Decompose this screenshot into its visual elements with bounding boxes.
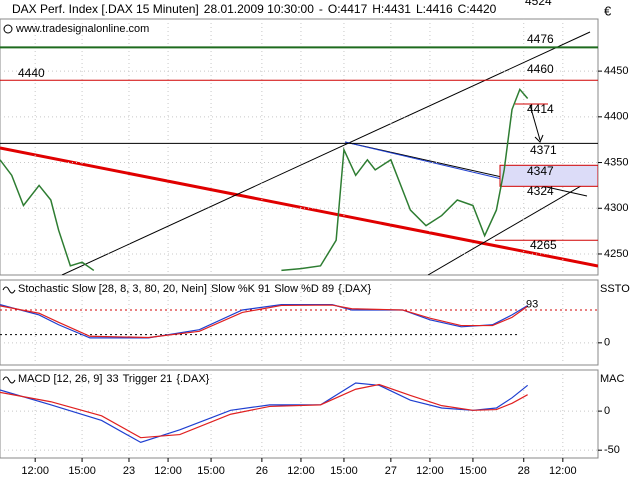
y-tick-label: 0 <box>604 405 610 417</box>
zone <box>499 164 598 187</box>
price-label: 4414 <box>527 102 554 116</box>
currency: € <box>604 3 612 18</box>
header-open: O:4417 <box>328 2 368 16</box>
trend-line <box>427 175 598 275</box>
legend-name: Trigger <box>123 373 158 385</box>
level-label: 4440 <box>18 66 45 80</box>
header-title: DAX Perf. Index [.DAX 15 Minuten] <box>12 2 199 16</box>
x-tick-label: 12:00 <box>549 465 577 477</box>
panel-frame <box>0 369 599 459</box>
y-tick-label: 0 <box>604 337 610 349</box>
panel <box>0 370 598 458</box>
trend-line <box>344 141 503 180</box>
header-datetime: 28.01.2009 10:30:00 <box>204 2 314 16</box>
legend-value: 21 <box>160 373 172 385</box>
price-label: 4324 <box>527 184 554 198</box>
panel-frame <box>0 18 599 276</box>
x-tick-label: 12:00 <box>154 465 182 477</box>
panel-suffix: {.DAX} <box>176 373 209 385</box>
arrow <box>529 104 541 141</box>
level-label: 4476 <box>527 32 554 46</box>
legend-value: 89 <box>322 283 334 295</box>
marker-label: 93 <box>526 299 538 311</box>
panel <box>0 280 598 365</box>
x-tick-label: 12:00 <box>21 465 49 477</box>
arrow-head <box>534 134 544 143</box>
legend-value: 33 <box>106 373 118 385</box>
x-tick-label: 15:00 <box>68 465 96 477</box>
panel <box>0 19 598 275</box>
indicator-line <box>0 382 529 444</box>
panel-frame <box>0 279 599 366</box>
y-tick-label: -50 <box>604 444 620 456</box>
x-tick-label: 15:00 <box>197 465 225 477</box>
header-high: H:4431 <box>372 2 411 16</box>
level-label: 4371 <box>530 143 557 157</box>
header-close: C:4420 <box>458 2 497 16</box>
price-line <box>0 87 529 272</box>
y-tick-label: 4250 <box>604 248 628 260</box>
trend-line <box>0 146 598 268</box>
x-tick-label: 28 <box>518 465 530 477</box>
x-tick-label: 27 <box>385 465 397 477</box>
header: DAX Perf. Index [.DAX 15 Minuten] 28.01.2… <box>12 2 497 16</box>
logo <box>3 24 13 34</box>
x-tick-label: 12:00 <box>287 465 315 477</box>
legend-value: 91 <box>258 283 270 295</box>
x-tick-label: 26 <box>256 465 268 477</box>
header-low: L:4416 <box>416 2 453 16</box>
panel-title: Stochastic Slow [28, 8, 3, 80, 20, Nein] <box>18 283 207 295</box>
header-separator: - <box>319 2 323 16</box>
x-tick-label: 12:00 <box>416 465 444 477</box>
level-label: 4524 <box>525 0 552 8</box>
trend-line <box>61 31 591 275</box>
panel-icon <box>2 286 16 294</box>
level-label: 4265 <box>530 238 557 252</box>
legend-name: Slow %K <box>211 283 256 295</box>
y-tick-label: 4300 <box>604 202 628 214</box>
panel-title: MACD [12, 26, 9] <box>18 373 102 385</box>
axis-title: SSTO <box>600 283 630 295</box>
website: www.tradesignalonline.com <box>15 23 149 35</box>
legend-name: Slow %D <box>274 283 319 295</box>
panel-suffix: {.DAX} <box>338 283 371 295</box>
x-tick-label: 15:00 <box>459 465 487 477</box>
y-tick-label: 4400 <box>604 111 628 123</box>
x-tick-label: 23 <box>123 465 135 477</box>
y-tick-label: 4350 <box>604 156 628 168</box>
y-tick-label: 4450 <box>604 65 628 77</box>
x-tick-label: 15:00 <box>330 465 358 477</box>
indicator-line <box>0 304 528 339</box>
indicator-line <box>0 383 528 439</box>
panel-icon <box>2 376 16 384</box>
price-label: 4347 <box>527 164 554 178</box>
axis-title: MAC <box>600 373 625 385</box>
price-label: 4460 <box>527 62 554 76</box>
